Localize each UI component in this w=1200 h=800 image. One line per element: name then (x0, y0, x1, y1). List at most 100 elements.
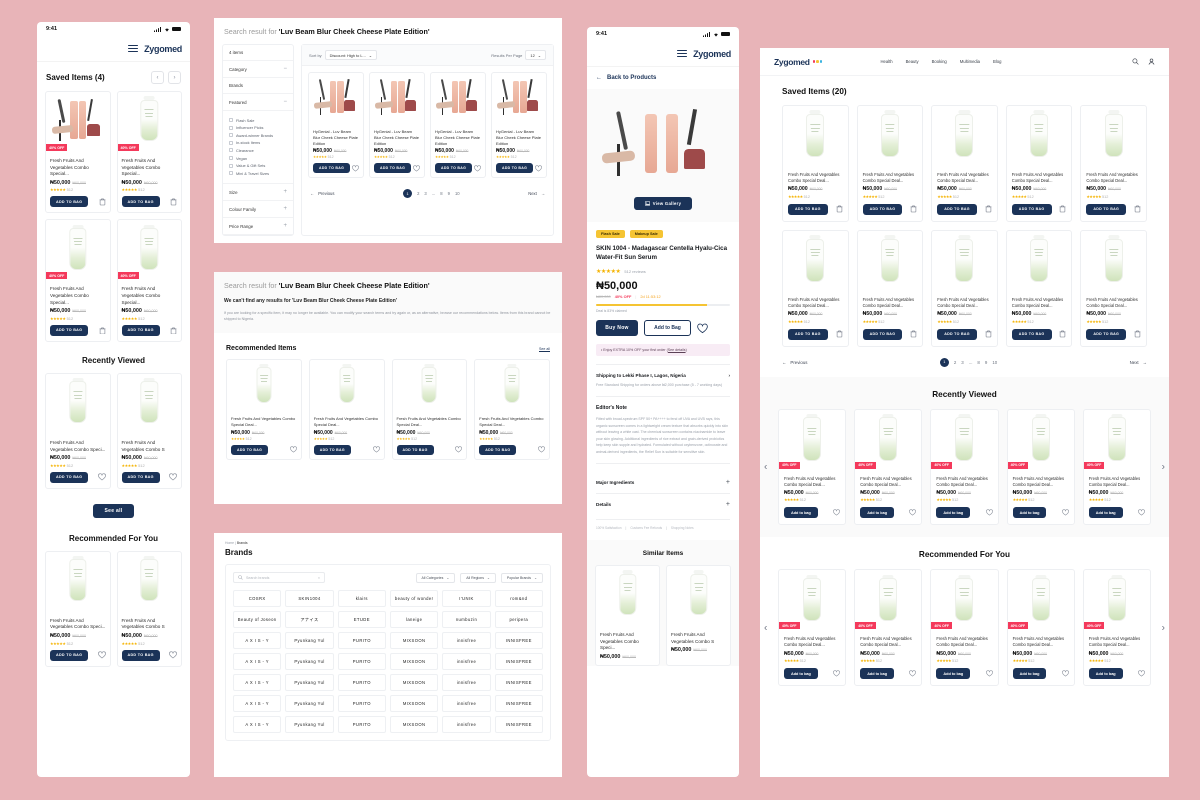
checkbox[interactable] (229, 156, 233, 161)
brand-logo[interactable]: Zygomed (693, 48, 731, 59)
carousel-prev-button[interactable]: ‹ (151, 71, 164, 84)
page-number[interactable]: ... (968, 359, 973, 365)
carousel-prev-button[interactable]: ‹ (764, 622, 768, 634)
wishlist-heart-icon[interactable] (97, 651, 106, 659)
product-card[interactable]: HyGenial - Luv Beam Blur Cheek Cheese Pl… (491, 72, 547, 179)
brand-logo-cell[interactable]: beauty of wonder (389, 590, 439, 607)
wishlist-heart-icon[interactable] (538, 446, 545, 453)
wishlist-heart-icon[interactable] (833, 670, 841, 677)
buy-now-button[interactable]: Buy Now (596, 320, 638, 337)
page-number[interactable]: 10 (454, 191, 460, 197)
add-to-bag-button[interactable]: ADD TO BAG (121, 196, 160, 208)
brand-logo-cell[interactable]: innisfree (442, 632, 491, 649)
checkbox[interactable] (229, 140, 233, 145)
wishlist-heart-icon[interactable] (833, 509, 841, 516)
wishlist-heart-icon[interactable] (372, 446, 380, 453)
product-card[interactable]: HyGenial - Luv Beam Blur Cheek Cheese Pl… (369, 72, 425, 179)
add-to-bag-button[interactable]: Add to bag (1012, 507, 1047, 519)
filter-checkbox-row[interactable]: Flash Sale (229, 118, 287, 123)
back-to-products-button[interactable]: ← Back to Products (587, 67, 739, 89)
wishlist-heart-icon[interactable] (1061, 670, 1069, 677)
brand-logo-cell[interactable]: MIXSOON (389, 695, 439, 712)
product-card[interactable]: Fresh Fruits And Vegetables Combo S ₦50,… (116, 550, 182, 667)
brand-logo-cell[interactable]: SKIN1004 (285, 590, 334, 607)
brand-logo-cell[interactable]: peripera (494, 611, 543, 628)
delete-icon[interactable] (1059, 330, 1066, 338)
carousel-next-button[interactable]: › (1161, 622, 1165, 634)
product-card[interactable]: Fresh Fruits And Vegetables Combo S ₦50,… (116, 372, 182, 489)
add-to-bag-button[interactable]: ADD TO BAG (50, 471, 89, 483)
add-to-bag-button[interactable]: ADD TO BAG (396, 444, 434, 455)
add-to-bag-button[interactable]: Add to bag (1088, 507, 1123, 519)
brand-logo-cell[interactable]: A X I S - Y (233, 716, 282, 733)
add-to-bag-button[interactable]: Add to bag (860, 668, 895, 680)
product-card[interactable]: 40% OFF Fresh Fruits And Vegetables Comb… (1006, 408, 1075, 526)
brand-logo-cell[interactable]: COSRX (233, 590, 282, 607)
brand-logo-cell[interactable]: INNISFREE (494, 695, 543, 712)
brand-filter-chip[interactable]: All Regions ⌄ (460, 572, 496, 583)
add-to-bag-button[interactable]: ADD TO BAG (862, 328, 903, 340)
page-number[interactable]: 10 (992, 359, 998, 365)
product-card[interactable]: Fresh Fruits And Vegetables Combo Specia… (856, 105, 924, 222)
pagination-next[interactable]: Next → (528, 191, 545, 197)
wishlist-heart-icon[interactable] (169, 473, 177, 481)
delete-icon[interactable] (170, 327, 177, 335)
product-card[interactable]: Fresh Fruits And Vegetables Combo Specia… (1005, 229, 1073, 347)
delete-icon[interactable] (1059, 205, 1066, 213)
add-to-bag-button[interactable]: Add to bag (1012, 668, 1047, 680)
add-to-bag-button[interactable]: ADD TO BAG (862, 203, 903, 215)
product-card[interactable]: Fresh Fruits And Vegetables Combo Specia… (391, 359, 468, 460)
wishlist-heart-icon[interactable] (289, 446, 297, 453)
product-card[interactable]: 40% OFF Fresh Fruits And Vegetables Comb… (45, 91, 111, 214)
accordion-row[interactable]: Details + (596, 494, 730, 515)
product-card[interactable]: Fresh Fruits And Vegetables Combo Specia… (782, 229, 849, 347)
page-number[interactable]: 3 (424, 191, 427, 197)
filter-checkbox-row[interactable]: In-stock Items (229, 140, 287, 145)
product-card[interactable]: Fresh Fruits And Vegetables Combo Specia… (226, 359, 302, 460)
checkbox[interactable] (229, 163, 233, 168)
footer-link[interactable]: Shopping Notes (670, 526, 694, 531)
brand-logo-cell[interactable]: innisfree (442, 695, 491, 712)
checkbox[interactable] (229, 125, 233, 130)
product-card[interactable]: 40% OFF Fresh Fruits And Vegetables Comb… (854, 569, 923, 687)
filter-group[interactable]: Price Range + (223, 218, 293, 236)
filter-group[interactable]: Colour Family + (223, 201, 293, 219)
product-card[interactable]: HyGenial - Luv Beam Blur Cheek Cheese Pl… (430, 72, 486, 179)
close-icon[interactable]: × (317, 575, 320, 580)
brand-logo-cell[interactable]: innisfree (442, 653, 491, 670)
brand-search-input[interactable]: Search brands × (233, 572, 325, 583)
brand-logo-cell[interactable]: A X I S - Y (233, 695, 282, 712)
product-card[interactable]: 40% OFF Fresh Fruits And Vegetables Comb… (930, 408, 999, 526)
add-to-bag-button[interactable]: ADD TO BAG (1086, 203, 1127, 215)
brand-logo-cell[interactable]: numbuzin (442, 611, 491, 628)
pagination-previous[interactable]: ← Previous (782, 359, 808, 365)
nav-link[interactable]: Health (880, 59, 893, 64)
add-to-bag-button[interactable]: ADD TO BAG (121, 649, 160, 661)
brand-logo-cell[interactable]: A X I S - Y (233, 632, 282, 649)
brand-logo-cell[interactable]: klairs (337, 590, 386, 607)
brand-logo-cell[interactable]: innisfree (442, 674, 491, 691)
wishlist-heart-icon[interactable] (413, 165, 420, 172)
carousel-next-button[interactable]: › (168, 71, 181, 84)
see-all-link[interactable]: See all (539, 346, 550, 351)
filter-group[interactable]: Size + (223, 184, 293, 202)
wishlist-heart-icon[interactable] (535, 165, 542, 172)
brand-logo-cell[interactable]: アナイス (285, 611, 334, 628)
brand-logo-cell[interactable]: I'UNIK (442, 590, 491, 607)
nav-link[interactable]: Beauty (905, 59, 919, 64)
delete-icon[interactable] (910, 330, 917, 338)
add-to-bag-button[interactable]: ADD TO BAG (788, 328, 828, 340)
filter-group[interactable]: Category − (223, 61, 293, 78)
delete-icon[interactable] (99, 198, 106, 206)
brand-logo-cell[interactable]: INNISFREE (494, 674, 543, 691)
accordion-row[interactable]: Major Ingredients + (596, 472, 730, 493)
add-to-bag-button[interactable]: ADD TO BAG (231, 444, 269, 455)
add-to-bag-button[interactable]: ADD TO BAG (788, 203, 828, 215)
add-to-bag-button[interactable]: ADD TO BAG (313, 163, 351, 174)
brand-logo-cell[interactable]: INNISFREE (494, 632, 543, 649)
user-icon[interactable] (1148, 58, 1155, 65)
add-to-bag-button[interactable]: Add to bag (860, 507, 895, 519)
product-card[interactable]: 40% OFF Fresh Fruits And Vegetables Comb… (1006, 569, 1075, 687)
add-to-bag-button[interactable]: ADD TO BAG (479, 444, 517, 455)
add-to-bag-button[interactable]: Add to bag (1088, 668, 1123, 680)
